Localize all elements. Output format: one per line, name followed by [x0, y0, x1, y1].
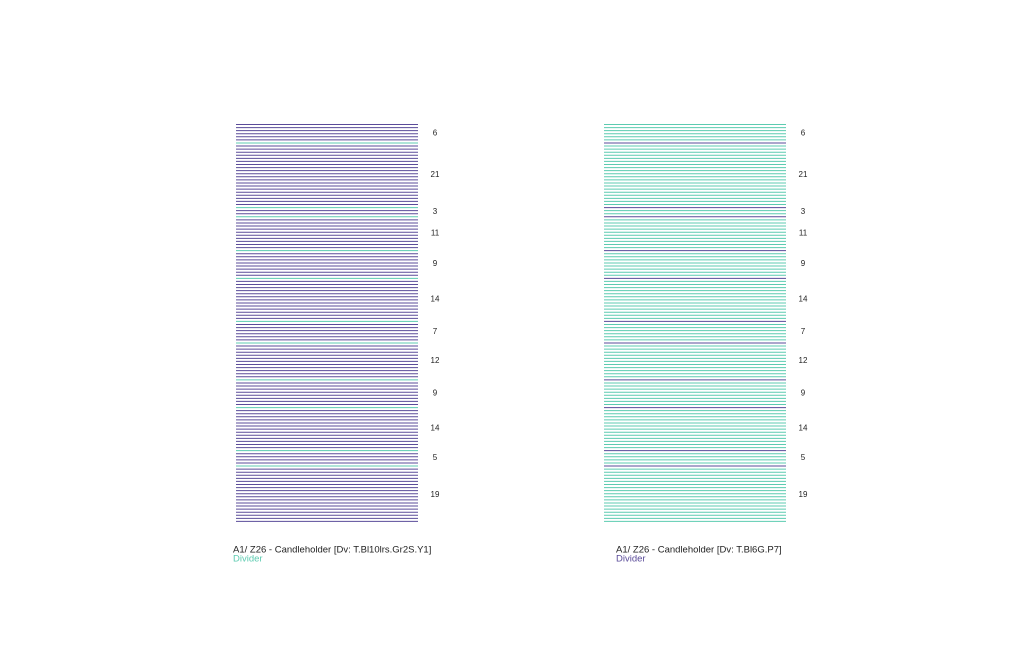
group-count: 21 [431, 170, 440, 179]
group-count: 7 [801, 327, 806, 336]
group-count: 9 [433, 259, 438, 268]
group-count: 12 [431, 356, 440, 365]
group-count: 9 [801, 259, 806, 268]
group-count: 6 [801, 128, 806, 137]
legend: Divider [616, 554, 646, 565]
group-count: 21 [799, 170, 808, 179]
group-count: 6 [433, 128, 438, 137]
group-count: 14 [799, 294, 808, 303]
group-count: 14 [431, 294, 440, 303]
stripe-panel: 6 21 3 11 9 14 7 12 9 14 5 19 A1/ Z26 - Candleholder… [233, 124, 440, 565]
group-count: 7 [433, 327, 438, 336]
group-count: 12 [799, 356, 808, 365]
group-count: 14 [431, 424, 440, 433]
caption: A1/ Z26 - Candleholder [Dv: T.Bl10lrs.Gr… [233, 545, 431, 556]
group-count: 19 [799, 490, 808, 499]
stripe-panel: 6 21 3 11 9 14 7 12 9 14 5 19 A1/ Z26 - Candleholder… [604, 124, 808, 565]
group-count: 14 [799, 424, 808, 433]
group-count: 3 [433, 207, 438, 216]
group-count: 9 [801, 388, 806, 397]
group-count: 9 [433, 388, 438, 397]
group-count: 5 [433, 453, 438, 462]
group-count: 19 [431, 490, 440, 499]
legend: Divider [233, 554, 263, 565]
caption: A1/ Z26 - Candleholder [Dv: T.Bl6G.P7] [616, 545, 782, 556]
group-count: 11 [799, 228, 808, 237]
group-count: 5 [801, 453, 806, 462]
group-count: 3 [801, 207, 806, 216]
group-count: 11 [431, 228, 440, 237]
